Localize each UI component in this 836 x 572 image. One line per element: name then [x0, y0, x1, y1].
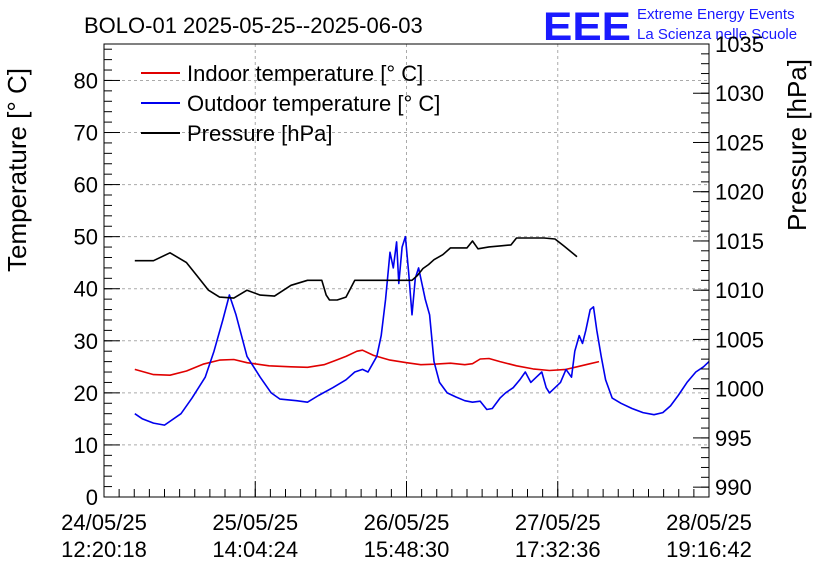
y2-tick-label: 990: [715, 475, 752, 500]
legend: Indoor temperature [° C] Outdoor tempera…: [141, 61, 440, 146]
legend-label-indoor: Indoor temperature [° C]: [187, 61, 423, 86]
y-tick-label: 60: [74, 173, 98, 198]
y2-tick-label: 1030: [715, 81, 764, 106]
y-tick-label: 40: [74, 277, 98, 302]
legend-label-pressure: Pressure [hPa]: [187, 121, 333, 146]
y-tick-label: 70: [74, 121, 98, 146]
y-tick-label: 10: [74, 433, 98, 458]
x-tick-label-date: 26/05/25: [364, 510, 450, 535]
x-tick-label-date: 27/05/25: [515, 510, 601, 535]
indoor-temperature-line: [134, 349, 600, 377]
axis-ticks: [103, 43, 710, 498]
y2-axis-label: Pressure [hPa]: [782, 59, 812, 231]
y-tick-label: 80: [74, 68, 98, 93]
y2-tick-label: 1025: [715, 130, 764, 155]
grid: [104, 44, 709, 497]
eee-logo: EEE Extreme Energy Events La Scienza nel…: [543, 5, 797, 49]
x-tick-label-date: 24/05/25: [61, 510, 147, 535]
y-tick-label: 30: [74, 329, 98, 354]
y2-tick-label: 995: [715, 426, 752, 451]
y-tick-label: 0: [86, 485, 98, 510]
eee-logo-line2: La Scienza nelle Scuole: [637, 26, 797, 43]
outdoor-temperature-line: [134, 235, 710, 426]
x-tick-label-time: 19:16:42: [666, 537, 752, 562]
x-tick-label-time: 15:48:30: [364, 537, 450, 562]
x-tick-label-time: 12:20:18: [61, 537, 147, 562]
y2-tick-label: 1010: [715, 278, 764, 303]
y-axis-label: Temperature [° C]: [2, 68, 32, 272]
y2-tick-label: 1020: [715, 180, 764, 205]
eee-logo-line1: Extreme Energy Events: [637, 6, 795, 23]
x-tick-label-time: 14:04:24: [212, 537, 298, 562]
y2-tick-label: 1000: [715, 377, 764, 402]
legend-label-outdoor: Outdoor temperature [° C]: [187, 91, 440, 116]
y2-tick-label: 1015: [715, 229, 764, 254]
y2-tick-label: 1035: [715, 32, 764, 57]
axis-tick-labels: 0102030405060708024/05/2512:20:1825/05/2…: [61, 32, 764, 562]
x-tick-label-date: 25/05/25: [212, 510, 298, 535]
y2-tick-label: 1005: [715, 327, 764, 352]
eee-logo-mark: EEE: [543, 5, 631, 49]
chart-title: BOLO-01 2025-05-25--2025-06-03: [84, 13, 423, 38]
plot-series: [134, 235, 710, 426]
y-tick-label: 20: [74, 381, 98, 406]
y-tick-label: 50: [74, 225, 98, 250]
x-tick-label-time: 17:32:36: [515, 537, 601, 562]
x-tick-label-date: 28/05/25: [666, 510, 752, 535]
pressure-line: [134, 237, 578, 301]
